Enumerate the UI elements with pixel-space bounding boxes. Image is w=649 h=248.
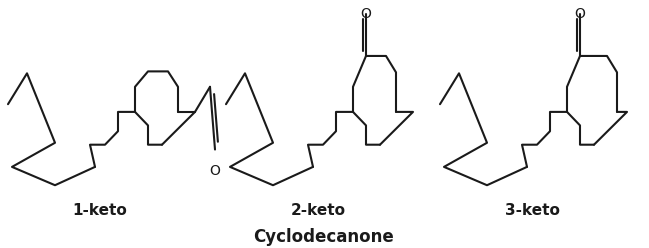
Text: O: O	[210, 164, 221, 178]
Text: O: O	[361, 7, 371, 21]
Text: 3-keto: 3-keto	[504, 203, 559, 217]
Text: 2-keto: 2-keto	[291, 203, 345, 217]
Text: 1-keto: 1-keto	[73, 203, 127, 217]
Text: Cyclodecanone: Cyclodecanone	[254, 228, 395, 246]
Text: O: O	[574, 7, 585, 21]
